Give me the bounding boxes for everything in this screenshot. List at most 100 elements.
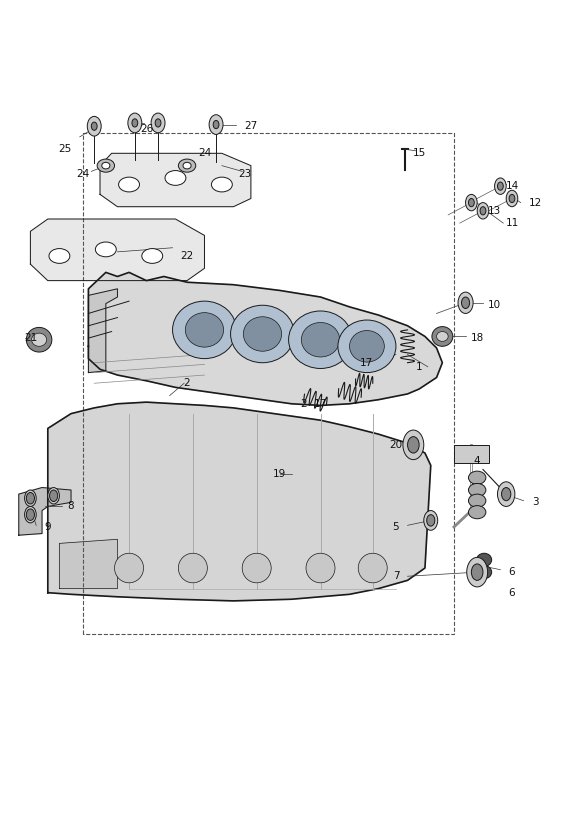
- Ellipse shape: [178, 553, 208, 583]
- Text: 26: 26: [140, 124, 153, 133]
- Ellipse shape: [243, 316, 282, 351]
- Text: 17: 17: [360, 358, 374, 368]
- Circle shape: [151, 113, 165, 133]
- Text: 15: 15: [413, 148, 426, 158]
- Circle shape: [155, 119, 161, 127]
- Ellipse shape: [358, 553, 387, 583]
- Ellipse shape: [165, 171, 186, 185]
- Circle shape: [26, 493, 34, 504]
- Text: 17: 17: [314, 399, 327, 409]
- Circle shape: [467, 557, 487, 587]
- Text: 6: 6: [509, 567, 515, 577]
- Ellipse shape: [102, 162, 110, 169]
- Ellipse shape: [338, 320, 396, 372]
- Text: 5: 5: [392, 522, 399, 532]
- Circle shape: [497, 482, 515, 507]
- Text: 24: 24: [198, 148, 211, 158]
- FancyBboxPatch shape: [454, 445, 489, 463]
- Text: 20: 20: [389, 440, 402, 450]
- Text: 22: 22: [180, 251, 194, 261]
- Ellipse shape: [469, 484, 486, 497]
- Ellipse shape: [476, 553, 491, 566]
- Circle shape: [469, 199, 474, 207]
- Ellipse shape: [212, 177, 232, 192]
- Circle shape: [509, 194, 515, 203]
- Text: 27: 27: [244, 121, 258, 131]
- Circle shape: [497, 182, 503, 190]
- Circle shape: [501, 488, 511, 501]
- Polygon shape: [19, 488, 71, 535]
- Ellipse shape: [231, 305, 294, 363]
- Circle shape: [403, 430, 424, 460]
- Ellipse shape: [114, 553, 143, 583]
- Text: 3: 3: [532, 498, 539, 508]
- Polygon shape: [89, 289, 117, 372]
- Polygon shape: [59, 539, 117, 588]
- Polygon shape: [30, 219, 205, 281]
- Ellipse shape: [49, 249, 70, 264]
- Ellipse shape: [469, 494, 486, 508]
- Ellipse shape: [289, 311, 352, 368]
- Text: 2: 2: [300, 399, 307, 409]
- Polygon shape: [89, 273, 442, 405]
- Circle shape: [494, 178, 506, 194]
- Text: 14: 14: [505, 181, 519, 191]
- Circle shape: [427, 515, 435, 527]
- Polygon shape: [48, 402, 431, 601]
- Ellipse shape: [469, 506, 486, 519]
- Text: 10: 10: [488, 300, 501, 311]
- Circle shape: [466, 194, 477, 211]
- Circle shape: [26, 509, 34, 521]
- Circle shape: [87, 116, 101, 136]
- Text: 21: 21: [24, 333, 37, 343]
- Circle shape: [472, 564, 483, 580]
- Circle shape: [128, 113, 142, 133]
- Circle shape: [50, 490, 58, 502]
- Circle shape: [48, 488, 59, 504]
- Circle shape: [477, 203, 489, 219]
- Circle shape: [209, 115, 223, 134]
- Ellipse shape: [97, 159, 114, 172]
- Circle shape: [92, 122, 97, 130]
- Ellipse shape: [301, 322, 340, 357]
- Polygon shape: [100, 153, 251, 207]
- Text: 11: 11: [505, 218, 519, 228]
- Circle shape: [213, 120, 219, 129]
- Circle shape: [408, 437, 419, 453]
- Ellipse shape: [26, 327, 52, 352]
- Ellipse shape: [476, 565, 491, 578]
- Text: 24: 24: [76, 169, 89, 179]
- Text: 9: 9: [44, 522, 51, 532]
- Circle shape: [424, 511, 438, 531]
- Ellipse shape: [183, 162, 191, 169]
- Text: 18: 18: [470, 333, 484, 343]
- Ellipse shape: [437, 331, 448, 341]
- Ellipse shape: [306, 553, 335, 583]
- Text: 6: 6: [509, 588, 515, 597]
- Circle shape: [458, 292, 473, 313]
- Circle shape: [24, 490, 36, 507]
- Text: 23: 23: [238, 169, 252, 179]
- Text: 19: 19: [273, 469, 286, 479]
- Circle shape: [24, 507, 36, 523]
- Text: 4: 4: [474, 456, 480, 466]
- Circle shape: [462, 297, 470, 308]
- Ellipse shape: [178, 159, 196, 172]
- Text: 1: 1: [416, 362, 423, 372]
- Ellipse shape: [185, 312, 224, 347]
- Ellipse shape: [31, 333, 47, 346]
- Ellipse shape: [142, 249, 163, 264]
- Ellipse shape: [96, 242, 116, 257]
- Circle shape: [506, 190, 518, 207]
- Text: 12: 12: [529, 198, 542, 208]
- Ellipse shape: [242, 553, 271, 583]
- Ellipse shape: [469, 471, 486, 485]
- Ellipse shape: [432, 326, 453, 346]
- Circle shape: [132, 119, 138, 127]
- Ellipse shape: [173, 301, 236, 358]
- Text: 8: 8: [68, 502, 74, 512]
- Circle shape: [480, 207, 486, 215]
- Ellipse shape: [350, 330, 384, 362]
- Text: 25: 25: [58, 144, 72, 154]
- Text: 7: 7: [392, 571, 399, 581]
